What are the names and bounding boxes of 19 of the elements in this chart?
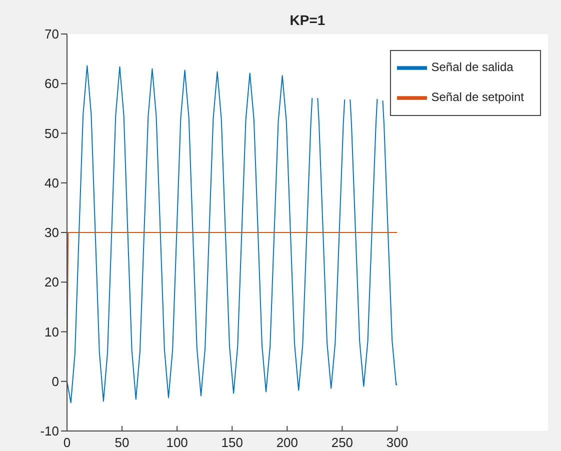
x-tick-label: 0 bbox=[63, 435, 71, 450]
chart-title: KP=1 bbox=[288, 12, 326, 28]
x-tick-label: 300 bbox=[386, 435, 408, 450]
x-tick-label: 200 bbox=[276, 435, 298, 450]
x-tick-label: 50 bbox=[114, 435, 130, 450]
y-tick-label: 60 bbox=[44, 76, 59, 92]
legend-label: Señal de setpoint bbox=[431, 90, 524, 104]
y-tick-label: 10 bbox=[44, 324, 59, 340]
legend-label: Señal de salida bbox=[431, 60, 514, 74]
x-tick-label: 100 bbox=[166, 435, 188, 450]
x-tick-label: 150 bbox=[221, 435, 243, 450]
x-tick-label: 250 bbox=[331, 435, 354, 450]
y-tick-label: 50 bbox=[44, 126, 59, 141]
y-tick-label: 70 bbox=[44, 26, 59, 42]
y-tick-label: 30 bbox=[44, 225, 59, 240]
y-tick-label: 40 bbox=[44, 175, 59, 190]
y-tick-label: 20 bbox=[44, 274, 59, 290]
y-tick-label: 0 bbox=[52, 374, 59, 389]
y-tick-label: -10 bbox=[40, 424, 59, 439]
